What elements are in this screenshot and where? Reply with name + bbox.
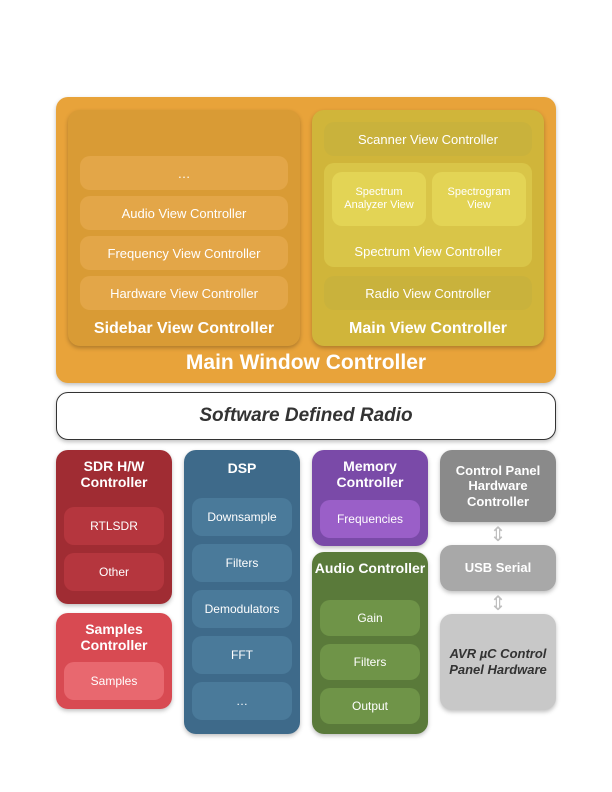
audio-gain: Gain [320, 600, 420, 636]
dsp-title: DSP [228, 460, 257, 476]
sidebar-item-ellipsis: … [80, 156, 288, 190]
usb-serial: USB Serial [440, 545, 556, 591]
control-title: Control Panel Hardware Controller [444, 463, 552, 510]
control-panel-hw-controller: Control Panel Hardware Controller [440, 450, 556, 522]
spectrum-analyzer-view: Spectrum Analyzer View [332, 172, 426, 226]
sdr-hw-rtlsdr: RTLSDR [64, 507, 164, 545]
usb-label: USB Serial [465, 561, 531, 576]
bidir-arrow-icon: ⇕ [486, 591, 510, 616]
sidebar-item-frequency: Frequency View Controller [80, 236, 288, 270]
radio-view-controller: Radio View Controller [324, 276, 532, 310]
sdr-hw-other: Other [64, 553, 164, 591]
sidebar-title: Sidebar View Controller [94, 320, 274, 338]
sidebar-item-hardware: Hardware View Controller [80, 276, 288, 310]
dsp-filters: Filters [192, 544, 292, 582]
sdr-title: Software Defined Radio [199, 405, 412, 427]
dsp-demodulators: Demodulators [192, 590, 292, 628]
audio-filters: Filters [320, 644, 420, 680]
main-view-title: Main View Controller [349, 320, 507, 338]
memory-frequencies: Frequencies [320, 500, 420, 538]
bidir-arrow-icon: ⇕ [486, 522, 510, 547]
sidebar-item-audio: Audio View Controller [80, 196, 288, 230]
dsp-downsample: Downsample [192, 498, 292, 536]
dsp-ellipsis: … [192, 682, 292, 720]
audio-output: Output [320, 688, 420, 724]
samples-item: Samples [64, 662, 164, 700]
samples-title: Samples Controller [56, 621, 172, 653]
avr-label: AVR µC Control Panel Hardware [446, 646, 550, 679]
memory-title: Memory Controller [312, 458, 428, 490]
scanner-view-controller: Scanner View Controller [324, 122, 532, 156]
software-defined-radio: Software Defined Radio [56, 392, 556, 440]
avr-hardware: AVR µC Control Panel Hardware [440, 614, 556, 710]
main-window-title: Main Window Controller [186, 351, 426, 375]
spectrogram-view: Spectrogram View [432, 172, 526, 226]
sdr-hw-title: SDR H/W Controller [56, 458, 172, 490]
audio-title: Audio Controller [315, 560, 425, 576]
dsp-fft: FFT [192, 636, 292, 674]
